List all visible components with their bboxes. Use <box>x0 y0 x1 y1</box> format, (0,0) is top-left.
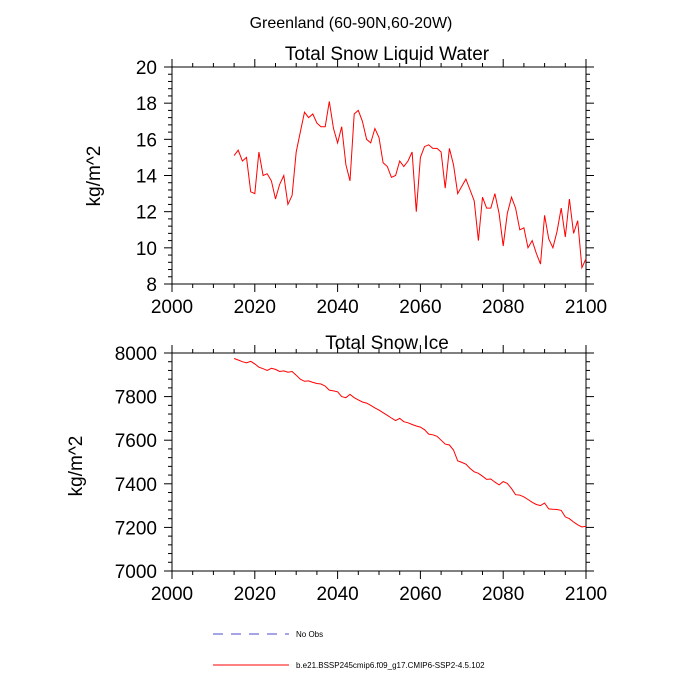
y-tick-label: 7000 <box>115 562 157 583</box>
y-tick-label: 7600 <box>115 431 157 452</box>
x-tick-label: 2080 <box>482 297 524 318</box>
plot-frame <box>171 66 587 285</box>
y-axis-label: kg/m^2 <box>84 146 105 207</box>
chart-title: Total Snow Liquid Water <box>285 44 490 65</box>
chart-title: Total Snow Ice <box>325 333 449 354</box>
y-tick-label: 10 <box>136 239 157 260</box>
x-tick-label: 2020 <box>234 297 276 318</box>
y-tick-label: 8 <box>146 275 157 296</box>
figure-title: Greenland (60-90N,60-20W) <box>250 15 453 32</box>
legend-label-model: b.e21.BSSP245cmip6.f09_g17.CMIP6-SSP2-4.… <box>296 661 485 670</box>
plot-frame <box>171 352 587 572</box>
x-tick-label: 2060 <box>399 584 441 605</box>
x-tick-label: 2100 <box>565 584 607 605</box>
y-tick-label: 7400 <box>115 475 157 496</box>
y-tick-label: 8000 <box>115 344 157 365</box>
y-tick-label: 7800 <box>115 388 157 409</box>
legend-label-no-obs: No Obs <box>296 630 323 639</box>
y-axis-label: kg/m^2 <box>66 436 87 497</box>
y-tick-label: 16 <box>136 130 157 151</box>
x-tick-label: 2060 <box>399 297 441 318</box>
panel-snow-liquid-water: Total Snow Liquid Water kg/m^2 2000 2020 204… <box>84 44 607 318</box>
x-tick-label: 2100 <box>565 297 607 318</box>
series-line <box>233 101 587 270</box>
x-tick-label: 2040 <box>316 297 358 318</box>
x-tick-label: 2040 <box>316 584 358 605</box>
x-tick-label: 2000 <box>151 584 193 605</box>
y-tick-label: 7200 <box>115 518 157 539</box>
y-tick-label: 18 <box>136 94 157 115</box>
y-tick-label: 14 <box>136 167 158 188</box>
panel-snow-ice: Total Snow Ice kg/m^2 2000 2020 2040 2060 2080… <box>66 333 607 605</box>
x-tick-label: 2000 <box>151 297 193 318</box>
series-line <box>233 358 587 528</box>
x-tick-label: 2020 <box>234 584 276 605</box>
y-tick-label: 12 <box>136 203 157 224</box>
x-tick-label: 2080 <box>482 584 524 605</box>
legend: No Obs b.e21.BSSP245cmip6.f09_g17.CMIP6-… <box>213 630 485 670</box>
y-tick-label: 20 <box>136 58 157 79</box>
